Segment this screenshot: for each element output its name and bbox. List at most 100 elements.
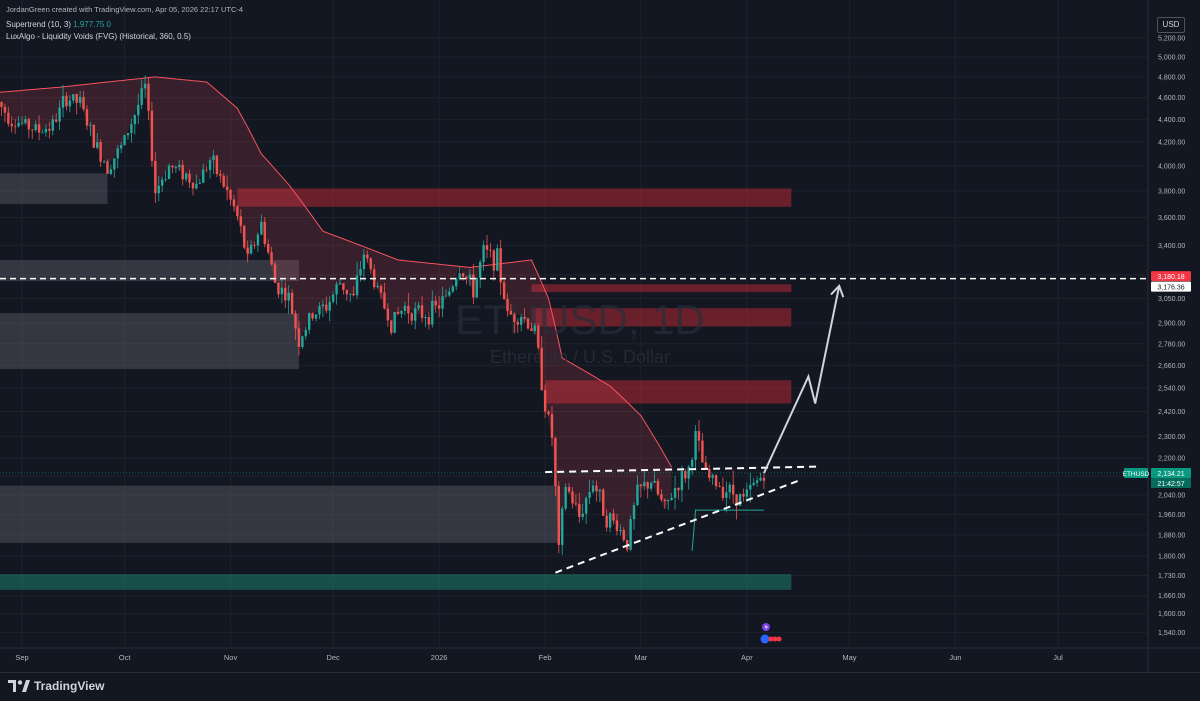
- candle-body: [215, 155, 219, 175]
- time-axis[interactable]: Sep Oct Nov Dec 2026 Feb Mar Apr May Jun Jul: [0, 647, 1200, 662]
- currency-button[interactable]: USD: [1157, 17, 1185, 33]
- flag-event-icon[interactable]: [760, 634, 770, 644]
- candle-body: [376, 286, 379, 288]
- time-tick-label: Feb: [539, 653, 552, 662]
- projection-arrow[interactable]: [763, 283, 845, 474]
- candle-body: [256, 234, 260, 246]
- event-dot-2[interactable]: [772, 636, 778, 642]
- trendlines[interactable]: [545, 465, 819, 574]
- candle-body: [513, 314, 516, 322]
- candle-body: [622, 530, 625, 540]
- candle-body: [677, 488, 680, 491]
- symbol-tag-bg: [1124, 467, 1148, 478]
- lightning-bolt-icon: [764, 624, 768, 631]
- symbol-tag: ETHUSD: [1123, 471, 1150, 478]
- candle-body: [140, 88, 143, 105]
- time-tick-label: May: [842, 653, 856, 662]
- candle-body: [632, 504, 636, 520]
- price-tick-label: 1,660.00: [1158, 593, 1185, 600]
- price-tag-countdown: 21:42:57: [1157, 481, 1184, 488]
- candle-body: [249, 244, 253, 254]
- price-tag-last-bg: [1151, 467, 1191, 478]
- candle-body: [465, 276, 468, 279]
- candle-body: [369, 258, 372, 270]
- price-tick-label: 2,900.00: [1158, 321, 1185, 328]
- candle-body: [78, 96, 82, 103]
- candle-body: [595, 485, 598, 492]
- candle-body: [137, 104, 140, 116]
- event-dot-1[interactable]: [768, 636, 774, 642]
- candle-body: [308, 313, 311, 330]
- resistance-trendline[interactable]: [545, 465, 819, 474]
- support-trendline[interactable]: [555, 479, 799, 574]
- candle-body: [502, 282, 506, 299]
- liquidity-voids-legend[interactable]: LuxAlgo - Liquidity Voids (FVG) (Histori…: [6, 32, 191, 41]
- candle-body: [311, 313, 314, 319]
- candle-body: [591, 485, 595, 492]
- bull-zone: [0, 574, 792, 590]
- candle-body: [243, 225, 246, 248]
- candle-body: [400, 310, 403, 314]
- candle-body: [246, 247, 249, 254]
- bear-zone: [237, 188, 792, 207]
- event-markers[interactable]: [760, 623, 782, 644]
- candle-body: [82, 96, 85, 110]
- projection-path[interactable]: [763, 285, 841, 474]
- candle-body: [468, 274, 472, 279]
- candle-body: [499, 248, 502, 283]
- supertrend-legend[interactable]: Supertrend (10, 3) 1,977.75 0: [6, 20, 111, 29]
- candle-body: [701, 440, 704, 463]
- bear-zone: [545, 380, 792, 404]
- candle-body: [680, 471, 684, 491]
- candle-body: [496, 248, 499, 271]
- candle-body: [526, 318, 530, 329]
- candle-body: [260, 221, 263, 235]
- price-tick-label: 3,600.00: [1158, 215, 1185, 222]
- candle-body: [543, 389, 547, 412]
- candle-body: [441, 296, 444, 309]
- candle-body: [212, 155, 215, 161]
- candle-body: [711, 475, 714, 478]
- price-tick-label: 5,200.00: [1158, 35, 1185, 42]
- candle-body: [564, 487, 567, 509]
- candle-body: [102, 161, 106, 163]
- candle-body: [54, 119, 58, 122]
- candle-body: [581, 513, 584, 517]
- event-dot-3[interactable]: [776, 636, 782, 642]
- candle-body: [728, 484, 731, 493]
- footer-bar: [0, 672, 1200, 701]
- time-tick-label: Apr: [741, 653, 753, 662]
- candle-body: [72, 94, 75, 101]
- candle-body: [735, 494, 738, 506]
- candle-body: [584, 497, 588, 514]
- price-tick-label: 1,600.00: [1158, 611, 1185, 618]
- price-tag-last: 2,134.21: [1157, 471, 1184, 478]
- supertrend-legend-name: Supertrend (10, 3): [6, 20, 71, 29]
- supertrend-legend-extra: 0: [106, 20, 111, 29]
- price-tick-label: 1,880.00: [1158, 532, 1185, 539]
- price-tag-countdown-bg: [1151, 477, 1191, 488]
- tradingview-logo[interactable]: TradingView: [8, 679, 104, 693]
- candle-body: [694, 431, 697, 460]
- price-tick-label: 1,800.00: [1158, 554, 1185, 561]
- candle-body: [0, 102, 3, 107]
- candle-body: [225, 186, 229, 190]
- candle-body: [20, 122, 24, 124]
- price-axis[interactable]: 5,200.00 5,000.00 4,800.00 4,600.00 4,400.00…: [1147, 0, 1185, 672]
- candle-body: [472, 274, 475, 298]
- candle-body: [714, 475, 718, 487]
- candle-body: [731, 484, 735, 495]
- supertrend-bull-line: [691, 509, 764, 551]
- candle-body: [414, 308, 417, 321]
- candle-body: [85, 109, 89, 126]
- candle-body: [362, 254, 366, 270]
- time-tick-label: Sep: [15, 653, 28, 662]
- candle-body: [755, 480, 759, 483]
- candle-body: [359, 269, 362, 276]
- candle-body: [270, 252, 273, 265]
- candle-body: [636, 484, 639, 505]
- void-zone: [0, 259, 299, 282]
- price-tick-label: 2,040.00: [1158, 493, 1185, 500]
- candle-body: [89, 124, 92, 126]
